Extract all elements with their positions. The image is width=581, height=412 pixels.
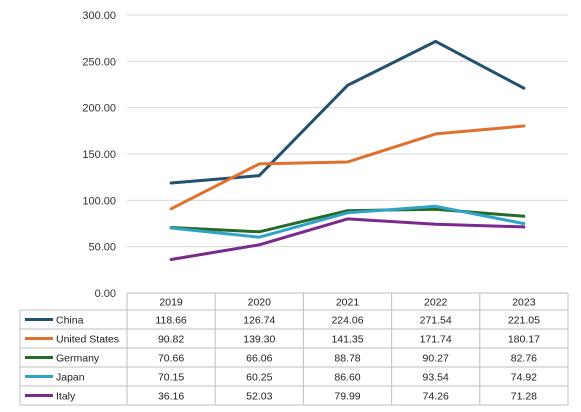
y-tick-label: 50.00 [88,242,116,254]
data-label: 74.26 [423,391,449,403]
y-axis: 0.00 50.00 100.00 150.00 200.00 250.00 300.00 [82,10,116,300]
series-lines [169,39,526,261]
series-line-italy [169,217,526,261]
legend-label: China [56,315,84,327]
data-label: 36.16 [158,391,184,403]
data-label: 70.66 [158,353,184,365]
data-label: 126.74 [243,315,275,327]
data-label: 74.92 [511,372,537,384]
data-label: 221.05 [508,315,540,327]
y-tick-label: 0.00 [95,288,116,300]
gridlines [127,14,568,248]
y-tick-label: 150.00 [82,149,116,161]
data-label: 79.99 [334,391,360,403]
data-label: 118.66 [155,315,186,327]
data-label: 60.25 [246,372,272,384]
data-label: 271.54 [420,315,452,327]
data-label: 70.15 [158,372,184,384]
data-label: 90.82 [158,334,184,346]
legend-label: Japan [56,372,85,384]
legend-label: United States [56,334,119,346]
data-label: 93.54 [423,372,449,384]
x-category-label: 2021 [336,297,360,309]
legend-label: Germany [56,353,100,365]
data-label: 90.27 [423,353,449,365]
data-label: 141.35 [331,334,363,346]
data-label: 171.74 [420,334,452,346]
data-label: 88.78 [334,353,360,365]
data-label: 86.60 [334,372,360,384]
data-table: 2019 2020 2021 2022 2023 China 118.66 126.74 224… [19,292,569,406]
data-label: 224.06 [331,315,363,327]
data-label: 71.28 [511,391,537,403]
legend-label: Italy [56,391,76,403]
x-category-label: 2023 [512,297,536,309]
y-tick-label: 100.00 [82,195,116,207]
data-label: 82.76 [511,353,537,365]
x-category-label: 2020 [248,297,272,309]
x-category-label: 2022 [424,297,448,309]
data-label: 139.30 [243,334,275,346]
y-tick-label: 200.00 [82,103,116,115]
data-label: 180.17 [508,334,540,346]
data-label: 52.03 [246,391,272,403]
y-tick-label: 300.00 [82,10,116,22]
data-label: 66.06 [246,353,272,365]
x-category-label: 2019 [159,297,183,309]
y-tick-label: 250.00 [82,56,116,68]
series-line-united-states [169,124,526,211]
